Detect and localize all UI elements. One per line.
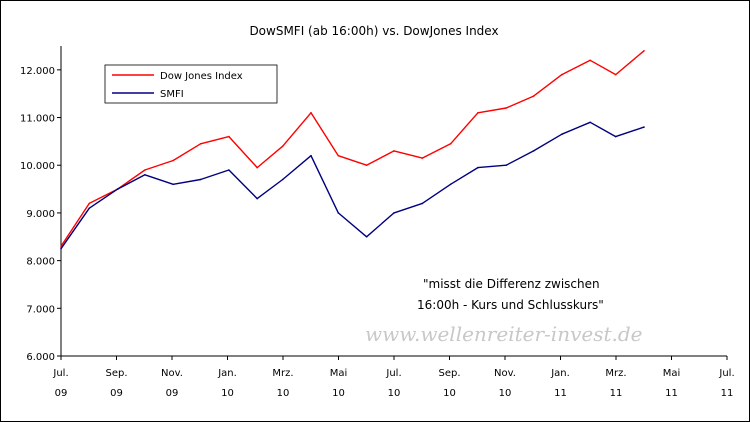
x-tick-year: 11 bbox=[610, 388, 623, 399]
y-tick-label: 9.000 bbox=[26, 209, 55, 220]
data-point bbox=[144, 174, 146, 176]
data-point bbox=[144, 169, 146, 171]
data-point bbox=[256, 166, 258, 169]
x-tick-month: Mai bbox=[330, 368, 348, 379]
data-point bbox=[643, 126, 645, 128]
x-tick-year: 11 bbox=[554, 388, 567, 399]
x-tick-month: Jan. bbox=[217, 368, 237, 379]
data-point bbox=[256, 197, 258, 200]
series-line-smfi bbox=[60, 121, 645, 250]
data-point bbox=[88, 207, 91, 209]
data-point bbox=[310, 112, 312, 114]
legend-label-dow-jones: Dow Jones Index bbox=[160, 71, 243, 82]
data-point bbox=[561, 133, 563, 135]
x-tick-year: 10 bbox=[499, 388, 512, 399]
data-point bbox=[228, 169, 230, 171]
data-point bbox=[228, 135, 230, 138]
y-tick-label: 8.000 bbox=[26, 257, 55, 268]
data-point bbox=[281, 145, 284, 147]
data-point bbox=[505, 164, 508, 166]
data-point bbox=[199, 143, 202, 145]
y-tick-label: 11.000 bbox=[20, 114, 55, 125]
y-tick-label: 10.000 bbox=[20, 161, 55, 172]
data-point bbox=[172, 159, 174, 162]
y-axis-ticks: 6.000 7.000 8.000 9.000 10.000 11.000 12.000 bbox=[20, 66, 61, 363]
x-tick-year: 09 bbox=[110, 388, 123, 399]
legend: Dow Jones Index SMFI bbox=[104, 64, 278, 104]
x-tick-month: Jul. bbox=[385, 368, 401, 379]
x-tick-month: Sep. bbox=[438, 368, 460, 379]
x-tick-year: 09 bbox=[166, 388, 179, 399]
data-point bbox=[421, 202, 424, 205]
series-line-dow-jones-index bbox=[60, 50, 645, 247]
watermark: www.wellenreiter-invest.de bbox=[365, 322, 643, 346]
x-tick-month: Jul. bbox=[718, 368, 734, 379]
x-tick-month: Nov. bbox=[161, 368, 183, 379]
series-layer bbox=[60, 50, 645, 250]
data-point bbox=[589, 121, 591, 124]
data-point bbox=[643, 50, 645, 52]
data-point bbox=[337, 154, 340, 157]
data-point bbox=[449, 143, 452, 145]
data-point bbox=[393, 212, 395, 214]
data-point bbox=[614, 73, 617, 76]
data-point bbox=[365, 236, 368, 238]
x-tick-month: Sep. bbox=[105, 368, 127, 379]
y-tick-label: 6.000 bbox=[26, 352, 55, 363]
x-tick-year: 10 bbox=[221, 388, 234, 399]
y-tick-label: 12.000 bbox=[20, 66, 55, 77]
data-point bbox=[532, 95, 535, 97]
x-tick-year: 10 bbox=[443, 388, 456, 399]
data-point bbox=[337, 212, 340, 214]
chart-title: DowSMFI (ab 16:00h) vs. DowJones Index bbox=[249, 24, 498, 38]
data-point bbox=[505, 107, 508, 109]
data-point bbox=[614, 135, 617, 138]
data-point bbox=[561, 73, 563, 76]
x-tick-year: 10 bbox=[277, 388, 290, 399]
x-tick-year: 10 bbox=[388, 388, 401, 399]
x-tick-month: Mrz. bbox=[605, 368, 626, 379]
data-point bbox=[172, 183, 174, 186]
x-tick-year: 09 bbox=[55, 388, 68, 399]
legend-label-smfi: SMFI bbox=[160, 89, 184, 100]
data-point bbox=[60, 247, 62, 250]
annotation-line-1: "misst die Differenz zwischen bbox=[423, 277, 600, 291]
data-point bbox=[365, 164, 368, 166]
data-point bbox=[449, 183, 452, 186]
data-point bbox=[116, 188, 119, 190]
data-point bbox=[477, 166, 479, 169]
x-tick-month: Jan. bbox=[550, 368, 570, 379]
data-point bbox=[281, 178, 284, 181]
annotation-line-2: 16:00h - Kurs und Schlusskurs" bbox=[417, 298, 604, 312]
data-point bbox=[421, 157, 424, 159]
x-tick-year: 11 bbox=[665, 388, 678, 399]
x-axis-ticks: Jul. 09 Sep. 09 Nov. 09 Jan. 10 Mrz. 10 Mai 10 Jul. 1… bbox=[52, 356, 735, 399]
data-point bbox=[589, 59, 591, 62]
x-tick-year: 10 bbox=[332, 388, 345, 399]
data-point bbox=[60, 245, 62, 248]
data-point bbox=[199, 178, 202, 181]
x-tick-month: Mrz. bbox=[272, 368, 293, 379]
data-point bbox=[88, 202, 91, 205]
data-point bbox=[310, 154, 312, 157]
x-tick-month: Mai bbox=[663, 368, 681, 379]
legend-box bbox=[104, 64, 278, 104]
data-point bbox=[477, 112, 479, 114]
data-point bbox=[393, 150, 395, 152]
data-point bbox=[532, 150, 535, 152]
x-tick-year: 11 bbox=[721, 388, 734, 399]
y-tick-label: 7.000 bbox=[26, 304, 55, 315]
x-tick-month: Nov. bbox=[494, 368, 516, 379]
x-tick-month: Jul. bbox=[52, 368, 68, 379]
